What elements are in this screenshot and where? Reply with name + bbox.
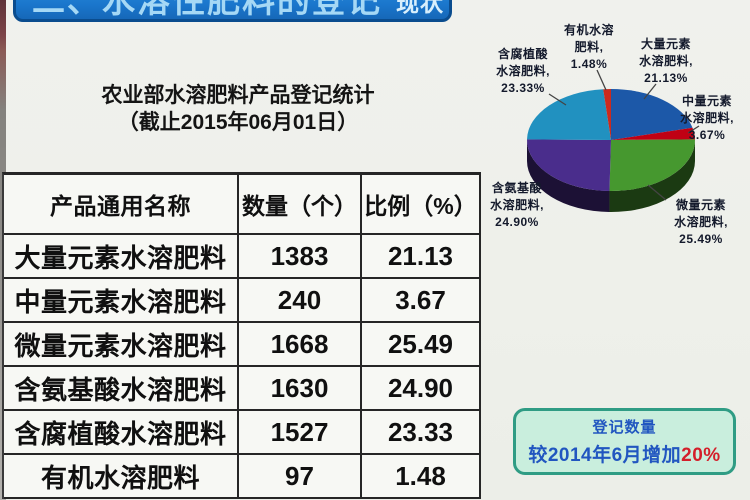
- pie-label-middle: 中量元素 水溶肥料, 3.67%: [680, 94, 734, 142]
- note-line2: 较2014年6月增加20%: [528, 445, 721, 466]
- header-quantity: 数量（个）: [239, 175, 362, 235]
- pie-label-amino: 含氨基酸 水溶肥料, 24.90%: [490, 181, 544, 229]
- cell-name: 含氨基酸水溶肥料: [4, 367, 239, 411]
- cell-count: 1630: [239, 367, 362, 411]
- cell-count: 97: [239, 455, 362, 499]
- cell-count: 240: [239, 279, 362, 323]
- cell-pct: 3.67: [362, 279, 481, 323]
- pie-label-macro: 大量元素 水溶肥料, 21.13%: [639, 37, 693, 85]
- section-banner: 二、水溶性肥料的登记 现状: [13, 0, 452, 22]
- cell-name: 中量元素水溶肥料: [4, 279, 239, 323]
- growth-note-box: 登记数量 较2014年6月增加20%: [513, 408, 736, 475]
- table-row: 大量元素水溶肥料 1383 21.13: [4, 235, 481, 279]
- pie-label-organic: 有机水溶 肥料, 1.48%: [563, 23, 614, 71]
- cell-name: 有机水溶肥料: [4, 455, 239, 499]
- chart-subtitle: 农业部水溶肥料产品登记统计 （截止2015年06月01日）: [18, 82, 458, 136]
- note-line1: 登记数量: [592, 419, 657, 436]
- table-row: 含氨基酸水溶肥料 1630 24.90: [4, 367, 481, 411]
- cell-name: 微量元素水溶肥料: [4, 323, 239, 367]
- cell-count: 1527: [239, 411, 362, 455]
- header-product-name: 产品通用名称: [4, 175, 239, 235]
- leader-line-organic: [596, 69, 607, 91]
- table-row: 中量元素水溶肥料 240 3.67: [4, 279, 481, 323]
- pie-slice-5: [603, 89, 611, 140]
- pie-label-micro: 微量元素 水溶肥料, 25.49%: [674, 198, 728, 246]
- section-banner-title: 二、水溶性肥料的登记: [32, 0, 382, 19]
- cell-name: 大量元素水溶肥料: [4, 235, 239, 279]
- subtitle-line2: （截止2015年06月01日）: [117, 111, 359, 134]
- cell-pct: 21.13: [362, 235, 481, 279]
- table-body: 大量元素水溶肥料 1383 21.13 中量元素水溶肥料 240 3.67 微量…: [4, 235, 481, 499]
- cell-pct: 24.90: [362, 367, 481, 411]
- cell-pct: 25.49: [362, 323, 481, 367]
- registration-table: 产品通用名称 数量（个） 比例（%） 大量元素水溶肥料 1383 21.13 中…: [2, 172, 481, 499]
- cell-pct: 1.48: [362, 455, 481, 499]
- table-row: 微量元素水溶肥料 1668 25.49: [4, 323, 481, 367]
- cell-name: 含腐植酸水溶肥料: [4, 411, 239, 455]
- pie-slice-2: [609, 139, 695, 191]
- cell-pct: 23.33: [362, 411, 481, 455]
- section-banner-suffix: 现状: [396, 0, 444, 16]
- table-header-row: 产品通用名称 数量（个） 比例（%）: [4, 175, 481, 235]
- cell-count: 1383: [239, 235, 362, 279]
- note-growth-value: 20%: [681, 445, 721, 466]
- table-row: 含腐植酸水溶肥料 1527 23.33: [4, 411, 481, 455]
- pie-label-humic: 含腐植酸 水溶肥料, 23.33%: [496, 47, 550, 95]
- cell-count: 1668: [239, 323, 362, 367]
- header-percentage: 比例（%）: [362, 175, 481, 235]
- table-row: 有机水溶肥料 97 1.48: [4, 455, 481, 499]
- subtitle-line1: 农业部水溶肥料产品登记统计: [101, 84, 375, 107]
